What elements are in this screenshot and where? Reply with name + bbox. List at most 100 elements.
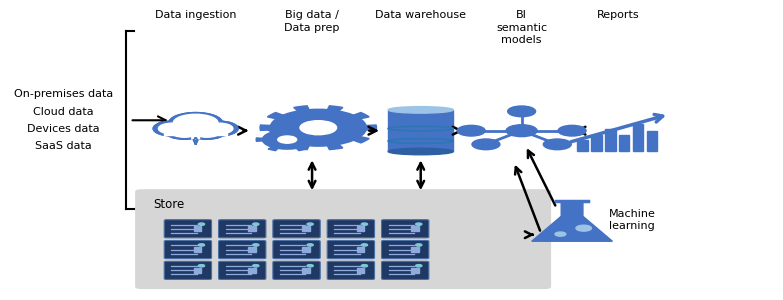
Wedge shape (294, 106, 309, 111)
FancyBboxPatch shape (218, 220, 266, 238)
Bar (164, 127, 227, 134)
Circle shape (361, 265, 367, 267)
FancyBboxPatch shape (327, 220, 374, 238)
Circle shape (198, 223, 204, 225)
Polygon shape (312, 121, 326, 135)
Ellipse shape (179, 126, 212, 139)
Circle shape (507, 106, 536, 117)
FancyBboxPatch shape (218, 261, 266, 279)
FancyBboxPatch shape (164, 241, 211, 259)
Circle shape (416, 265, 422, 267)
Circle shape (416, 223, 422, 225)
Circle shape (472, 139, 500, 150)
Bar (411, 226, 419, 231)
Ellipse shape (204, 123, 233, 134)
Circle shape (198, 244, 204, 246)
Text: Store: Store (153, 198, 184, 211)
Bar (248, 268, 256, 273)
FancyBboxPatch shape (164, 220, 211, 238)
Bar (411, 268, 419, 273)
Bar (577, 140, 587, 151)
FancyBboxPatch shape (135, 189, 551, 289)
Ellipse shape (185, 128, 207, 136)
FancyBboxPatch shape (327, 261, 374, 279)
Ellipse shape (169, 112, 222, 133)
Circle shape (361, 244, 367, 246)
Circle shape (262, 130, 312, 149)
Bar (164, 128, 227, 135)
Ellipse shape (158, 123, 186, 134)
Wedge shape (294, 144, 309, 150)
FancyBboxPatch shape (327, 241, 374, 259)
Ellipse shape (153, 121, 192, 136)
Ellipse shape (179, 126, 212, 139)
FancyBboxPatch shape (272, 241, 320, 259)
Bar (357, 247, 364, 252)
Bar (590, 134, 601, 151)
Circle shape (307, 244, 313, 246)
Ellipse shape (200, 121, 238, 136)
Bar (302, 247, 310, 252)
Ellipse shape (200, 121, 238, 136)
Circle shape (457, 125, 485, 136)
Text: Data warehouse: Data warehouse (375, 10, 466, 20)
Ellipse shape (169, 112, 222, 133)
Bar (302, 268, 310, 273)
Circle shape (506, 125, 537, 136)
Wedge shape (353, 112, 369, 119)
Bar (302, 226, 310, 231)
Wedge shape (353, 136, 369, 143)
Bar (248, 247, 256, 252)
Circle shape (198, 265, 204, 267)
Circle shape (300, 121, 337, 135)
Circle shape (253, 265, 259, 267)
Circle shape (307, 223, 313, 225)
Ellipse shape (188, 125, 226, 139)
Bar (604, 129, 615, 151)
Circle shape (361, 223, 367, 225)
Bar (193, 268, 201, 273)
Text: Big data /
Data prep: Big data / Data prep (284, 10, 340, 33)
Bar (193, 226, 201, 231)
Ellipse shape (173, 114, 218, 131)
FancyBboxPatch shape (218, 241, 266, 259)
Ellipse shape (188, 125, 226, 139)
Circle shape (416, 244, 422, 246)
Bar (248, 226, 256, 231)
Bar (193, 247, 201, 252)
Circle shape (555, 232, 566, 236)
Ellipse shape (166, 125, 203, 139)
Circle shape (558, 125, 586, 136)
Ellipse shape (388, 148, 453, 155)
Wedge shape (366, 125, 377, 130)
Bar (388, 110, 453, 152)
FancyBboxPatch shape (381, 220, 429, 238)
Circle shape (253, 223, 259, 225)
Bar (357, 268, 364, 273)
Wedge shape (312, 138, 318, 141)
Circle shape (253, 244, 259, 246)
FancyBboxPatch shape (272, 220, 320, 238)
Ellipse shape (171, 127, 198, 137)
Circle shape (307, 265, 313, 267)
FancyBboxPatch shape (272, 261, 320, 279)
Circle shape (576, 225, 591, 231)
Wedge shape (267, 136, 283, 143)
Circle shape (270, 109, 366, 146)
Ellipse shape (193, 127, 220, 137)
Circle shape (543, 139, 572, 150)
Text: Machine
learning: Machine learning (609, 209, 656, 231)
Ellipse shape (388, 106, 453, 113)
Wedge shape (268, 129, 278, 132)
Ellipse shape (166, 125, 203, 139)
Bar (647, 131, 658, 151)
Bar (633, 124, 644, 151)
Ellipse shape (153, 121, 192, 136)
Bar (619, 134, 630, 151)
Wedge shape (260, 125, 270, 130)
Text: Data ingestion: Data ingestion (155, 10, 236, 20)
Wedge shape (256, 138, 262, 141)
Wedge shape (268, 147, 278, 151)
Wedge shape (297, 147, 306, 151)
Wedge shape (327, 144, 343, 150)
